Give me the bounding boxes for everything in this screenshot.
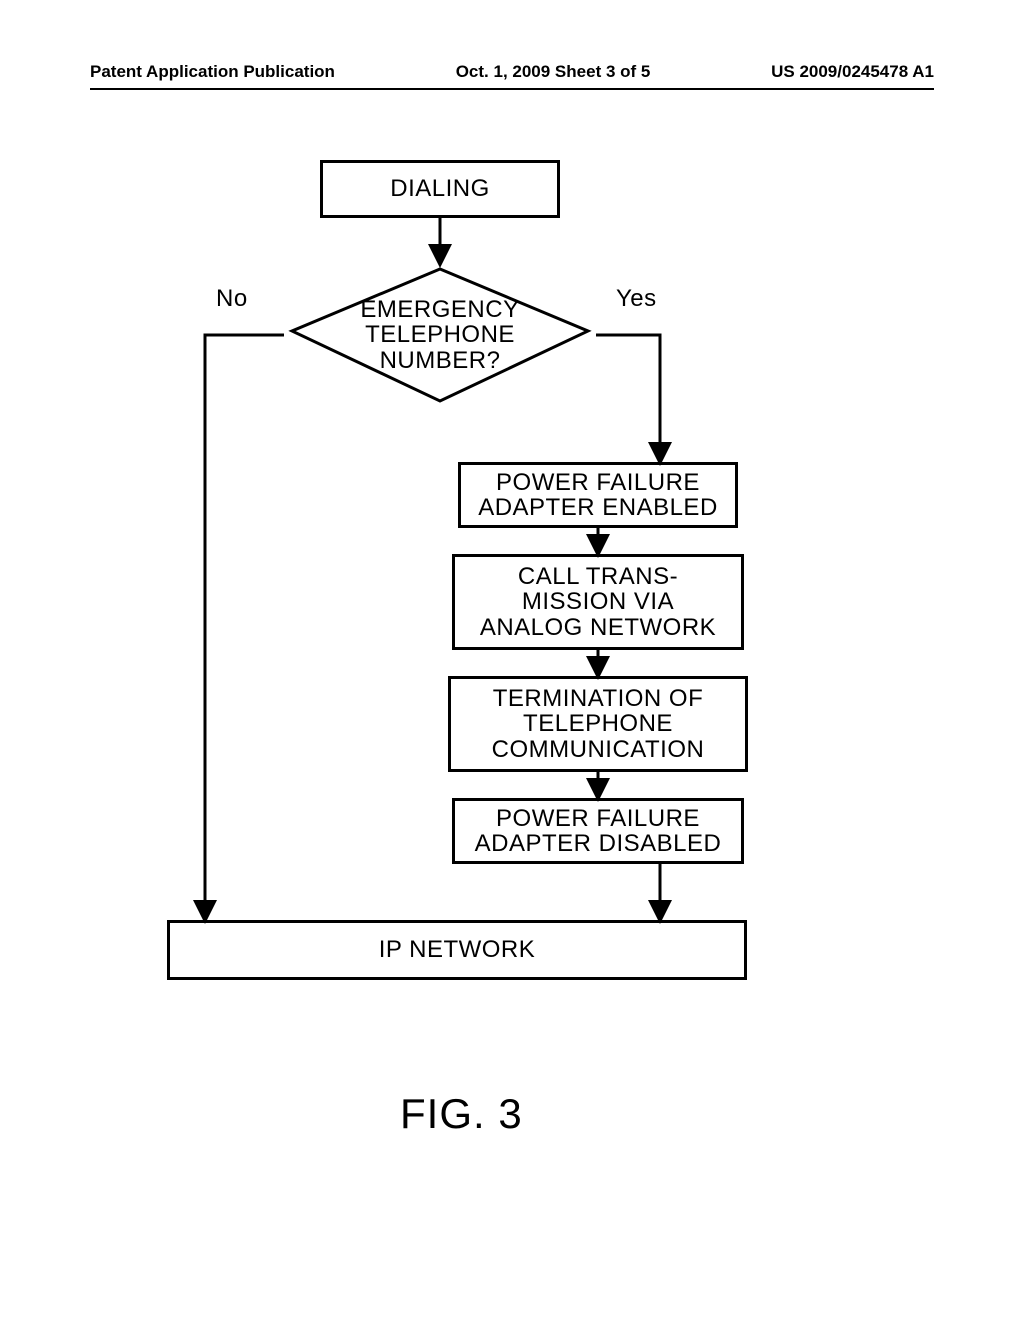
- header-rule: [90, 88, 934, 90]
- header-center: Oct. 1, 2009 Sheet 3 of 5: [456, 62, 651, 82]
- node-label: POWER FAILUREADAPTER DISABLED: [475, 806, 722, 856]
- node-termination: TERMINATION OFTELEPHONECOMMUNICATION: [448, 676, 748, 772]
- node-pfa-disabled: POWER FAILUREADAPTER DISABLED: [452, 798, 744, 864]
- node-label: TERMINATION OFTELEPHONECOMMUNICATION: [492, 686, 705, 762]
- node-label: CALL TRANS-MISSION VIAANALOG NETWORK: [480, 564, 716, 640]
- header-right: US 2009/0245478 A1: [771, 62, 934, 82]
- node-decision: EMERGENCYTELEPHONENUMBER?: [280, 265, 600, 405]
- header-left: Patent Application Publication: [90, 62, 335, 82]
- node-dialing: DIALING: [320, 160, 560, 218]
- edge-label-yes: Yes: [616, 285, 657, 313]
- node-label: IP NETWORK: [379, 937, 536, 962]
- figure-caption: FIG. 3: [400, 1090, 523, 1138]
- node-label: EMERGENCYTELEPHONENUMBER?: [360, 297, 519, 373]
- node-label: DIALING: [390, 176, 490, 201]
- node-label: POWER FAILUREADAPTER ENABLED: [478, 470, 718, 520]
- edge-label-no: No: [216, 285, 248, 313]
- node-pfa-enabled: POWER FAILUREADAPTER ENABLED: [458, 462, 738, 528]
- node-ip-network: IP NETWORK: [167, 920, 747, 980]
- node-call-transmission: CALL TRANS-MISSION VIAANALOG NETWORK: [452, 554, 744, 650]
- page-header: Patent Application Publication Oct. 1, 2…: [0, 62, 1024, 82]
